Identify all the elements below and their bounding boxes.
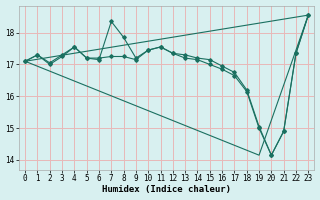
X-axis label: Humidex (Indice chaleur): Humidex (Indice chaleur) (102, 185, 231, 194)
